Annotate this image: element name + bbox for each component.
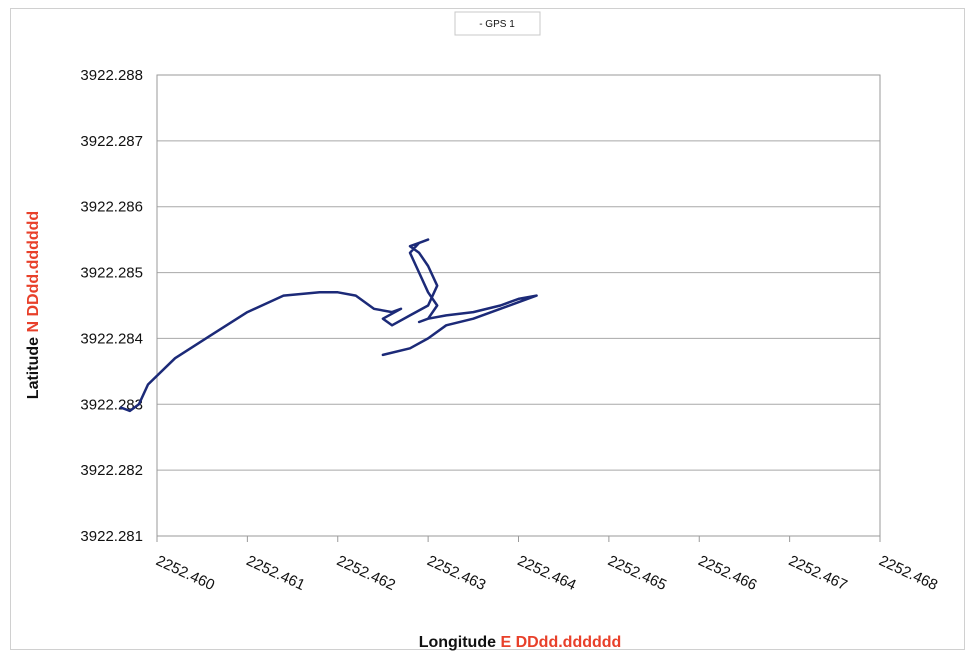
y-tick-label: 3922.288 (80, 67, 143, 84)
x-axis-title-main: Longitude (419, 634, 501, 651)
x-tick-label: 2252.462 (334, 552, 398, 594)
y-axis-title: Latitude N DDdd.dddddd (25, 211, 42, 399)
y-tick-label: 3922.285 (80, 265, 143, 282)
x-axis-title: Longitude E DDdd.dddddd (419, 634, 622, 651)
plot-area (156, 74, 881, 537)
y-tick-label: 3922.286 (80, 199, 143, 216)
gridlines (157, 74, 880, 537)
legend: - GPS 1 (454, 11, 541, 36)
chart-frame (10, 8, 965, 650)
x-tick-label: 2252.468 (876, 552, 940, 594)
x-tick-label: 2252.461 (244, 552, 308, 594)
x-tick-label: 2252.466 (696, 552, 760, 594)
x-tick-label: 2252.467 (786, 552, 850, 594)
x-axis-title-accent: E DDdd.dddddd (500, 634, 621, 651)
legend-entry: - GPS 1 (479, 19, 515, 30)
y-tick-label: 3922.281 (80, 528, 143, 545)
y-tick-label: 3922.287 (80, 133, 143, 150)
y-tick-label: 3922.283 (80, 396, 143, 413)
x-tick-label: 2252.464 (515, 552, 579, 594)
x-tick-label: 2252.463 (424, 552, 488, 594)
x-tick-label: 2252.460 (153, 552, 217, 594)
y-tick-label: 3922.282 (80, 462, 143, 479)
x-tick-labels: 2252.460 2252.461 2252.462 2252.463 2252.464… (153, 536, 940, 594)
y-axis-title-main: Latitude (25, 333, 42, 400)
y-axis-title-accent: N DDdd.dddddd (25, 211, 42, 333)
x-tick-label: 2252.465 (605, 552, 669, 594)
series-layer (119, 238, 538, 413)
y-tick-labels: 3922.288 3922.287 3922.286 3922.285 3922.284… (80, 67, 143, 545)
y-tick-label: 3922.284 (80, 330, 143, 347)
series-line-gps-1 (119, 238, 538, 413)
